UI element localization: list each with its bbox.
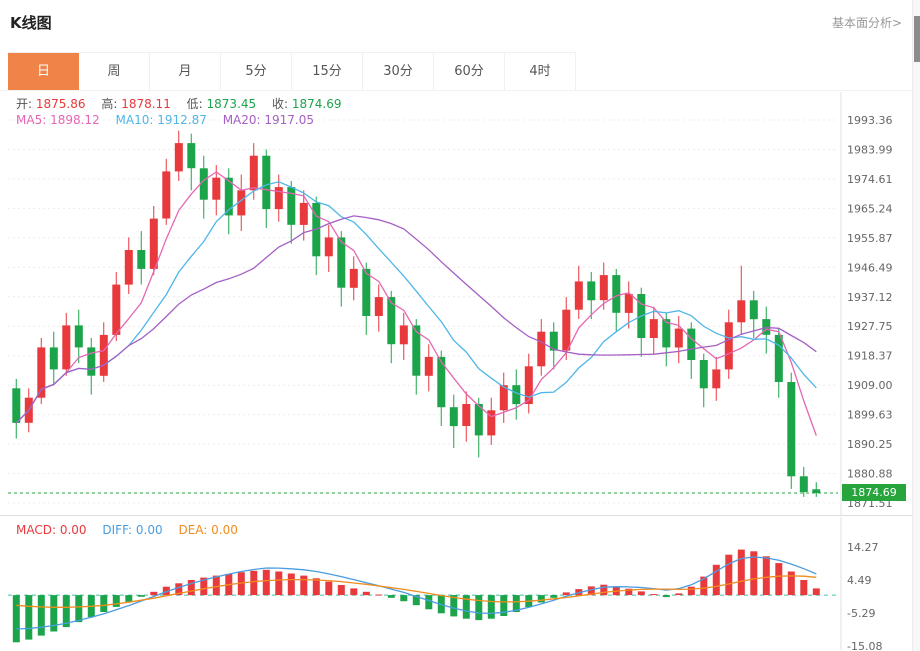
svg-text:1918.37: 1918.37 (847, 350, 893, 363)
tab-4hour[interactable]: 4时 (505, 53, 576, 91)
page-scrollbar[interactable] (912, 0, 920, 651)
ma20-value: 1917.05 (264, 113, 315, 127)
svg-text:1909.00: 1909.00 (847, 379, 893, 392)
svg-text:1880.88: 1880.88 (847, 468, 893, 481)
svg-text:-15.08: -15.08 (847, 640, 882, 650)
current-price-tag: 1874.69 (842, 484, 906, 501)
macd-value: 0.00 (59, 523, 87, 537)
close-value: 1874.69 (291, 97, 342, 111)
ma10-value: 1912.87 (157, 113, 207, 127)
svg-text:1965.24: 1965.24 (847, 202, 893, 215)
svg-text:1983.99: 1983.99 (847, 144, 893, 157)
open-label: 开: (16, 97, 33, 111)
svg-text:1890.25: 1890.25 (847, 438, 893, 451)
ohlc-legend: 开: 1875.86 高: 1878.11 低: 1873.45 收: 1874… (16, 95, 353, 112)
interval-tabbar: 日 周 月 5分 15分 30分 60分 4时 (8, 52, 576, 91)
dea-value: 0.00 (211, 523, 238, 537)
svg-text:1974.61: 1974.61 (847, 173, 893, 186)
tab-5min[interactable]: 5分 (221, 53, 292, 91)
svg-text:1993.36: 1993.36 (847, 114, 893, 127)
svg-text:1937.12: 1937.12 (847, 291, 893, 304)
low-value: 1873.45 (206, 97, 257, 111)
svg-text:4.49: 4.49 (847, 574, 872, 587)
svg-text:1946.49: 1946.49 (847, 261, 893, 274)
diff-value: 0.00 (135, 523, 163, 537)
tab-60min[interactable]: 60分 (434, 53, 505, 91)
macd-label: MACD: (16, 523, 57, 537)
tabbar-divider (0, 90, 912, 91)
tab-30min[interactable]: 30分 (363, 53, 434, 91)
high-value: 1878.11 (121, 97, 171, 111)
svg-text:-5.29: -5.29 (847, 607, 875, 620)
dea-label: DEA: (178, 523, 208, 537)
tab-day[interactable]: 日 (8, 53, 79, 91)
tab-week[interactable]: 周 (79, 53, 150, 91)
svg-text:1927.75: 1927.75 (847, 320, 893, 333)
close-label: 收: (271, 97, 289, 111)
page-title: K线图 (10, 14, 52, 32)
tab-15min[interactable]: 15分 (292, 53, 363, 91)
macd-chart[interactable]: 14.27 4.49 -5.29 -15.08 (0, 517, 920, 650)
diff-label: DIFF: (102, 523, 133, 537)
ma20-label: MA20: (222, 113, 261, 127)
low-label: 低: (186, 97, 203, 111)
fundamental-analysis-link[interactable]: 基本面分析> (831, 16, 902, 30)
svg-text:1899.63: 1899.63 (847, 409, 893, 422)
tab-month[interactable]: 月 (150, 53, 221, 91)
ma5-label: MA5: (16, 113, 47, 127)
macd-legend: MACD: 0.00 DIFF: 0.00 DEA: 0.00 (16, 523, 250, 537)
ma-legend: MA5: 1898.12 MA10: 1912.87 MA20: 1917.05 (16, 113, 326, 127)
macd-chart-svg[interactable]: 14.27 4.49 -5.29 -15.08 (0, 517, 920, 650)
ma5-value: 1898.12 (50, 113, 100, 127)
open-value: 1875.86 (35, 97, 86, 111)
candlestick-chart-svg[interactable]: 1993.36 1983.99 1974.61 1965.24 1955.87 1946.… (0, 92, 920, 516)
svg-text:1955.87: 1955.87 (847, 232, 893, 245)
candlestick-chart[interactable]: 1993.36 1983.99 1974.61 1965.24 1955.87 1946.… (0, 92, 920, 516)
ma10-label: MA10: (115, 113, 154, 127)
svg-text:14.27: 14.27 (847, 541, 879, 554)
high-label: 高: (101, 97, 118, 111)
scrollbar-thumb[interactable] (914, 16, 920, 62)
